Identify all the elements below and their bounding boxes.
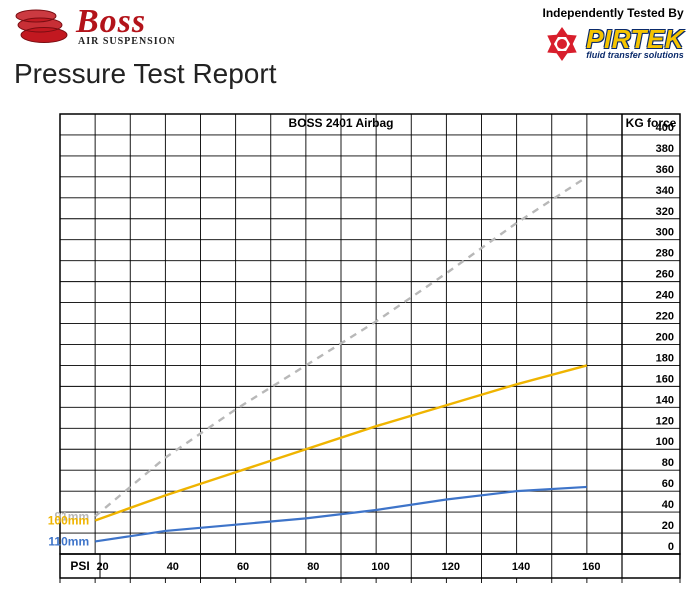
svg-text:100mm: 100mm	[48, 513, 89, 527]
pressure-chart: 0 20 40 60 80 100 120 140 160 180 200 220 240 260 280 3…	[14, 96, 686, 584]
svg-text:340: 340	[656, 185, 674, 197]
svg-text:140: 140	[512, 561, 530, 573]
boss-logo-icon	[14, 6, 70, 48]
svg-text:200: 200	[656, 331, 674, 343]
svg-text:60: 60	[662, 478, 674, 490]
svg-text:160: 160	[582, 561, 600, 573]
svg-text:40: 40	[167, 561, 179, 573]
svg-text:40: 40	[662, 499, 674, 511]
pirtek-logo-icon	[542, 24, 582, 64]
boss-logo-name: Boss	[76, 7, 176, 38]
svg-text:80: 80	[662, 457, 674, 469]
tested-by-block: Independently Tested By	[542, 6, 684, 64]
svg-text:60: 60	[237, 561, 249, 573]
pirtek-logo-sub: fluid transfer solutions	[586, 50, 684, 60]
svg-text:0: 0	[668, 541, 674, 553]
pirtek-logo: PIRTEK fluid transfer solutions	[542, 24, 684, 64]
svg-text:100: 100	[371, 561, 389, 573]
svg-text:110mm: 110mm	[48, 534, 89, 548]
svg-text:180: 180	[656, 352, 674, 364]
svg-text:100: 100	[656, 436, 674, 448]
pirtek-logo-name: PIRTEK	[586, 28, 684, 51]
svg-text:120: 120	[656, 415, 674, 427]
svg-text:160: 160	[656, 373, 674, 385]
svg-text:240: 240	[656, 290, 674, 302]
header: Boss AIR SUSPENSION Independently Tested…	[0, 0, 700, 92]
page: Boss AIR SUSPENSION Independently Tested…	[0, 0, 700, 603]
svg-text:20: 20	[662, 520, 674, 532]
svg-text:260: 260	[656, 269, 674, 281]
svg-text:140: 140	[656, 394, 674, 406]
tested-by-label: Independently Tested By	[542, 6, 684, 20]
svg-text:120: 120	[442, 561, 460, 573]
page-title: Pressure Test Report	[14, 58, 277, 90]
svg-text:300: 300	[656, 227, 674, 239]
svg-text:20: 20	[96, 561, 108, 573]
svg-text:360: 360	[656, 164, 674, 176]
svg-text:280: 280	[656, 248, 674, 260]
svg-text:KG force: KG force	[626, 116, 677, 130]
boss-logo: Boss AIR SUSPENSION	[14, 6, 176, 48]
boss-logo-sub: AIR SUSPENSION	[78, 36, 176, 47]
svg-text:BOSS 2401 Airbag: BOSS 2401 Airbag	[289, 116, 394, 130]
svg-text:320: 320	[656, 206, 674, 218]
svg-text:80: 80	[307, 561, 319, 573]
svg-text:PSI: PSI	[70, 559, 89, 573]
svg-text:220: 220	[656, 311, 674, 323]
svg-text:380: 380	[656, 143, 674, 155]
